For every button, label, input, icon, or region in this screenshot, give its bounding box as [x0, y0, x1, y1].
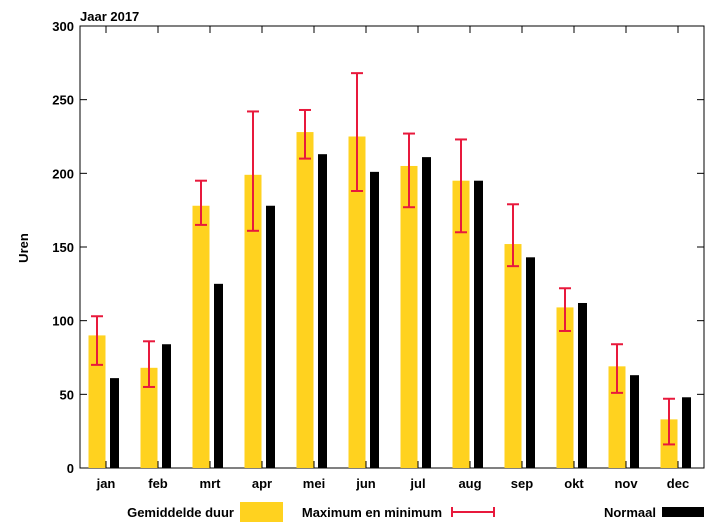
x-tick-label: jul [409, 476, 425, 491]
y-tick-label: 100 [52, 314, 74, 329]
x-tick-label: mrt [200, 476, 222, 491]
bar-gemiddelde-jun [348, 136, 366, 468]
bar-normaal-nov [630, 375, 639, 468]
bar-normaal-apr [266, 205, 275, 468]
y-tick-label: 250 [52, 93, 74, 108]
bar-gemiddelde-jan [88, 335, 106, 468]
bar-gemiddelde-okt [556, 307, 574, 468]
bar-gemiddelde-nov [608, 366, 626, 468]
legend-label-gemiddelde: Gemiddelde duur [127, 505, 234, 520]
bar-normaal-sep [526, 257, 535, 468]
y-axis-title-group: Uren [16, 233, 31, 263]
bar-normaal-mrt [214, 283, 223, 468]
bar-gemiddelde-jul [400, 165, 418, 468]
bar-normaal-mei [318, 154, 327, 468]
y-tick-label: 0 [67, 461, 74, 476]
y-tick-label: 50 [60, 387, 74, 402]
x-tick-label: apr [252, 476, 272, 491]
bar-gemiddelde-apr [244, 174, 262, 468]
x-tick-label: mei [303, 476, 325, 491]
bar-gemiddelde-mei [296, 132, 314, 468]
bar-gemiddelde-sep [504, 244, 522, 468]
chart-title: Jaar 2017 [80, 9, 139, 24]
x-tick-label: jun [355, 476, 376, 491]
x-tick-label: okt [564, 476, 584, 491]
x-tick-label: sep [511, 476, 533, 491]
y-tick-label: 150 [52, 240, 74, 255]
bar-normaal-feb [162, 344, 171, 468]
x-tick-label: feb [148, 476, 168, 491]
bar-gemiddelde-aug [452, 180, 470, 468]
bar-gemiddelde-mrt [192, 205, 210, 468]
x-tick-label: nov [614, 476, 638, 491]
y-tick-label: 200 [52, 166, 74, 181]
y-axis-title: Uren [16, 233, 31, 263]
plot-area: 0 50 100 150 200 250 300 jan feb mrt apr mei jun jul a… [52, 19, 705, 491]
legend-swatch-normaal [662, 507, 704, 517]
bar-normaal-okt [578, 302, 587, 468]
legend-label-normaal: Normaal [604, 505, 656, 520]
bar-normaal-dec [682, 397, 691, 468]
legend-swatch-gemiddelde [240, 502, 283, 522]
bar-normaal-aug [474, 180, 483, 468]
x-tick-label: aug [458, 476, 481, 491]
bar-normaal-jan [110, 378, 119, 468]
bar-normaal-jun [370, 171, 379, 469]
x-tick-label: dec [667, 476, 689, 491]
y-tick-label: 300 [52, 19, 74, 34]
legend: Gemiddelde duur Maximum en minimum Normaal [127, 502, 704, 522]
bar-normaal-jul [422, 157, 431, 469]
x-tick-label: jan [96, 476, 116, 491]
bar-gemiddelde-feb [140, 367, 158, 468]
legend-label-maxmin: Maximum en minimum [302, 505, 442, 520]
